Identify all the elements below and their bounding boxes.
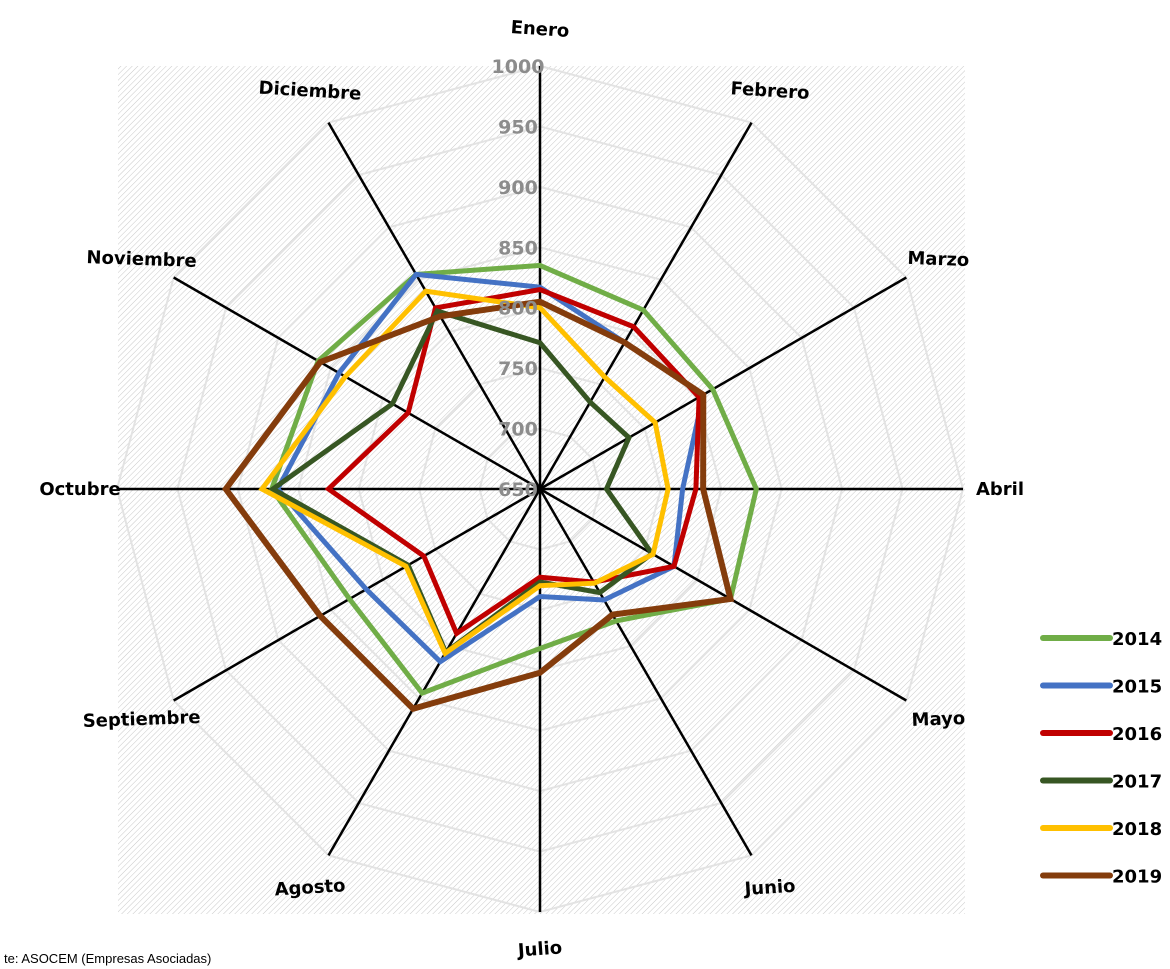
tick-label-900: 900 (498, 177, 538, 199)
radial-ticks: 650 700 750 800 850 900 950 1000 (492, 56, 545, 501)
category-label-marzo: Marzo (907, 248, 969, 271)
source-note: te: ASOCEM (Empresas Asociadas) (4, 951, 212, 966)
legend-label-2017: 2017 (1112, 772, 1162, 793)
series-line-2018 (258, 288, 671, 658)
axis-spoke-febrero (538, 122, 753, 490)
series-line-2017 (268, 308, 656, 657)
axis-spoke-agosto (327, 488, 542, 856)
axis-spoke-septiembre (173, 487, 541, 702)
category-label-octubre: Octubre (39, 479, 120, 500)
axis-spoke-junio (538, 488, 753, 856)
radar-axes (117, 66, 963, 912)
axis-spoke-noviembre (173, 276, 541, 491)
category-label-noviembre: Noviembre (86, 247, 197, 272)
category-labels: Enero Febrero Marzo Abril Mayo Junio Julio Agos… (39, 17, 1024, 962)
tick-label-650: 650 (498, 479, 538, 501)
series-line-2016 (324, 287, 702, 638)
axis-spoke-marzo (539, 276, 907, 491)
category-label-julio: Julio (515, 937, 563, 961)
legend: 2014 2015 2016 2017 2018 2019 (1040, 629, 1162, 888)
tick-label-800: 800 (498, 298, 538, 320)
legend-label-2019: 2019 (1112, 867, 1162, 888)
legend-label-2015: 2015 (1112, 677, 1162, 698)
category-label-agosto: Agosto (274, 875, 346, 900)
tick-label-1000: 1000 (492, 56, 545, 78)
series-lines (222, 262, 759, 713)
tick-label-750: 750 (498, 358, 538, 380)
category-label-febrero: Febrero (730, 78, 810, 104)
category-label-enero: Enero (510, 17, 570, 42)
axis-spoke-mayo (539, 487, 907, 702)
legend-label-2018: 2018 (1112, 819, 1162, 840)
category-label-junio: Junio (742, 876, 796, 900)
category-label-septiembre: Septiembre (82, 707, 200, 732)
category-label-mayo: Mayo (911, 708, 965, 731)
legend-label-2016: 2016 (1112, 724, 1162, 745)
series-line-2019 (222, 298, 735, 713)
category-label-abril: Abril (976, 479, 1024, 500)
tick-label-850: 850 (498, 237, 538, 259)
tick-label-700: 700 (498, 419, 538, 441)
tick-label-950: 950 (498, 116, 538, 138)
legend-label-2014: 2014 (1112, 629, 1162, 650)
